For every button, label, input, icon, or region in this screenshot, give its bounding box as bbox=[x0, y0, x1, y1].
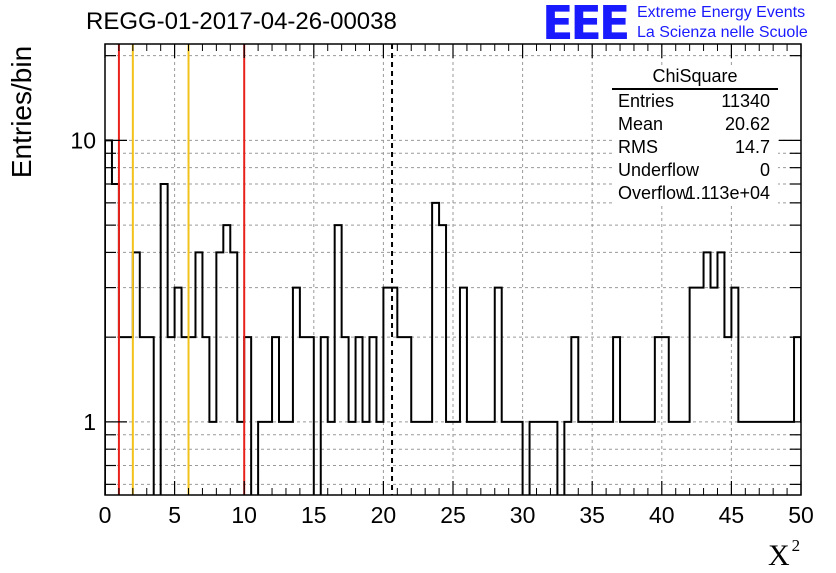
stats-value: 14.7 bbox=[734, 137, 770, 157]
stats-key: Entries bbox=[618, 91, 675, 111]
x-tick-label: 25 bbox=[440, 502, 466, 528]
x-tick-label: 15 bbox=[301, 502, 327, 528]
x-tick-label: 35 bbox=[579, 502, 605, 528]
eee-logo: EEE bbox=[542, 0, 630, 50]
stats-row-mean: Mean 20.62 bbox=[612, 114, 778, 137]
y-axis-label: Entries/bin bbox=[6, 45, 37, 179]
stats-key: Mean bbox=[618, 114, 664, 134]
stats-key: Overflow bbox=[618, 183, 690, 203]
x-tick-label: 10 bbox=[231, 502, 257, 528]
logo-tagline-1: Extreme Energy Events bbox=[637, 4, 806, 21]
x-tick-label: 5 bbox=[168, 502, 181, 528]
x-tick-label: 50 bbox=[788, 502, 814, 528]
x-tick-label: 30 bbox=[510, 502, 536, 528]
y-tick-label: 10 bbox=[70, 127, 96, 153]
x-tick-label: 0 bbox=[99, 502, 112, 528]
chart-title: REGG-01-2017-04-26-00038 bbox=[86, 8, 397, 35]
stats-value: 20.62 bbox=[724, 114, 770, 134]
stats-box-title: ChiSquare bbox=[612, 66, 778, 90]
stats-key: RMS bbox=[618, 137, 658, 157]
logo-tagline-2: La Scienza nelle Scuole bbox=[637, 24, 808, 41]
stats-row-overflow: Overflow 1.113e+04 bbox=[612, 183, 778, 206]
stats-value: 11340 bbox=[721, 91, 770, 111]
stats-value: 1.113e+04 bbox=[685, 183, 770, 203]
stats-row-entries: Entries 11340 bbox=[612, 91, 778, 114]
x-tick-label: 40 bbox=[649, 502, 675, 528]
stats-key: Underflow bbox=[618, 160, 700, 180]
x-tick-label: 20 bbox=[371, 502, 397, 528]
y-tick-label: 1 bbox=[83, 409, 96, 435]
x-axis-label-superscript: 2 bbox=[791, 536, 801, 555]
histogram-series bbox=[105, 139, 801, 495]
x-axis-label-symbol: X bbox=[768, 539, 790, 572]
x-tick-label: 45 bbox=[719, 502, 745, 528]
stats-row-rms: RMS 14.7 bbox=[612, 137, 778, 160]
stats-box: ChiSquare Entries 11340 Mean 20.62 RMS 1… bbox=[612, 66, 778, 206]
stats-row-underflow: Underflow 0 bbox=[612, 160, 778, 183]
stats-value: 0 bbox=[759, 160, 770, 180]
